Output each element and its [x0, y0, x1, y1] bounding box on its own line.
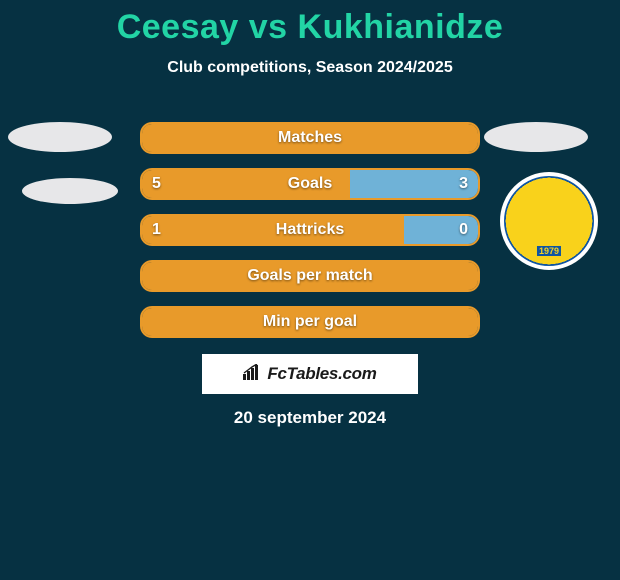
stat-row: Matches — [140, 122, 480, 154]
stat-label: Hattricks — [276, 221, 344, 239]
player-left-avatar — [8, 122, 112, 152]
club-right-badge: 1979 — [500, 172, 598, 270]
comparison-rows: Matches Goals 5 3 Hattricks 1 0 Goals per match… — [140, 122, 480, 352]
brand-logo: FcTables.com — [202, 354, 418, 394]
stat-row: Min per goal — [140, 306, 480, 338]
club-left-avatar — [22, 178, 118, 204]
club-badge-inner — [525, 197, 573, 245]
stat-value-left: 1 — [152, 221, 161, 239]
club-badge-year: 1979 — [537, 246, 561, 256]
brand-name: FcTables.com — [267, 364, 376, 384]
chart-icon — [243, 364, 263, 385]
stat-label: Goals per match — [247, 267, 372, 285]
stat-label: Goals — [288, 175, 332, 193]
date-label: 20 september 2024 — [234, 408, 386, 428]
subtitle: Club competitions, Season 2024/2025 — [0, 59, 620, 77]
stat-value-right: 0 — [459, 221, 468, 239]
stat-row: Hattricks 1 0 — [140, 214, 480, 246]
stat-row: Goals 5 3 — [140, 168, 480, 200]
page-title: Ceesay vs Kukhianidze — [0, 0, 620, 47]
stat-label: Min per goal — [263, 313, 357, 331]
stat-label: Matches — [278, 129, 342, 147]
brand-logo-text: FcTables.com — [243, 364, 376, 385]
stat-value-right: 3 — [459, 175, 468, 193]
stat-fill-left — [142, 216, 404, 244]
stat-row: Goals per match — [140, 260, 480, 292]
stat-value-left: 5 — [152, 175, 161, 193]
player-right-avatar — [484, 122, 588, 152]
